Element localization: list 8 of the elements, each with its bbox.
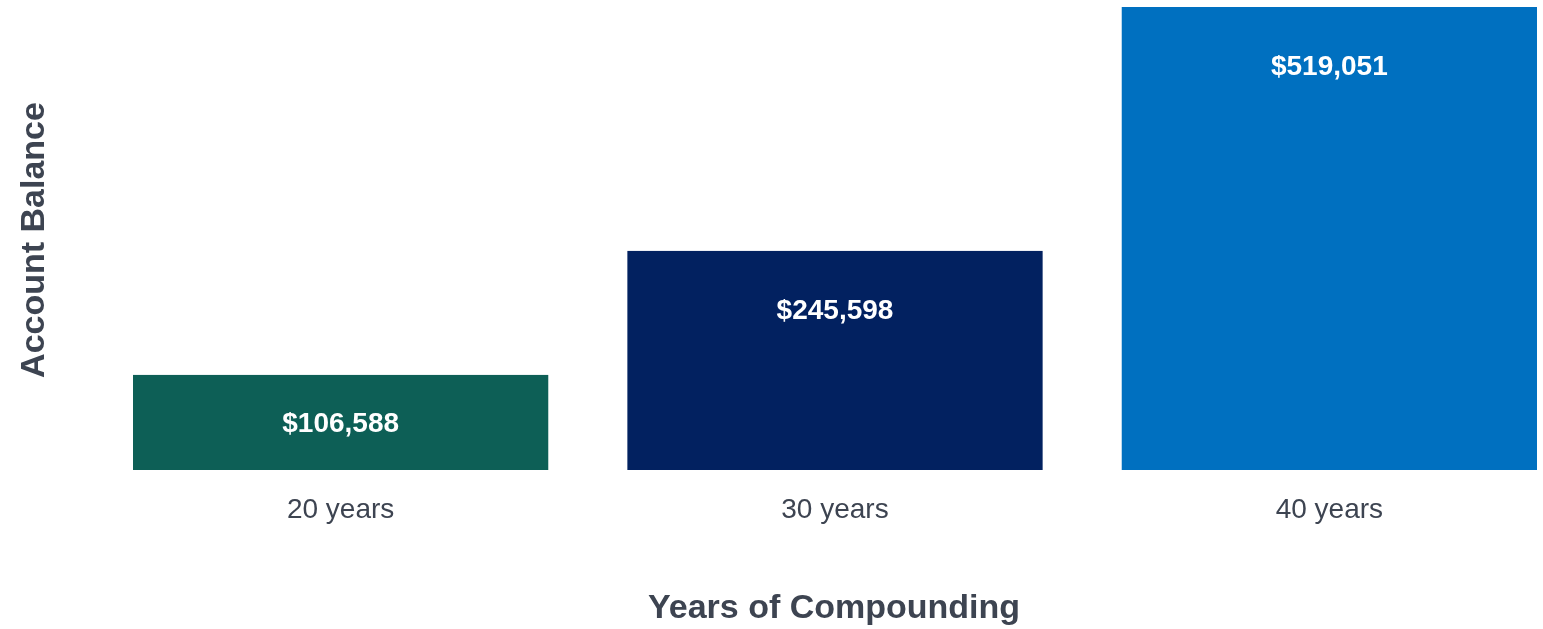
data-label: $519,051 <box>1270 50 1388 81</box>
x-tick-label: 20 years <box>286 492 395 524</box>
y-axis-title: Account Balance <box>13 102 51 378</box>
data-label: $245,598 <box>776 293 894 325</box>
x-tick-label: 40 years <box>1275 492 1384 524</box>
x-tick-label: 30 years <box>781 492 889 524</box>
x-axis-title: Years of Compounding <box>647 587 1021 625</box>
data-label: $106,588 <box>282 407 400 439</box>
